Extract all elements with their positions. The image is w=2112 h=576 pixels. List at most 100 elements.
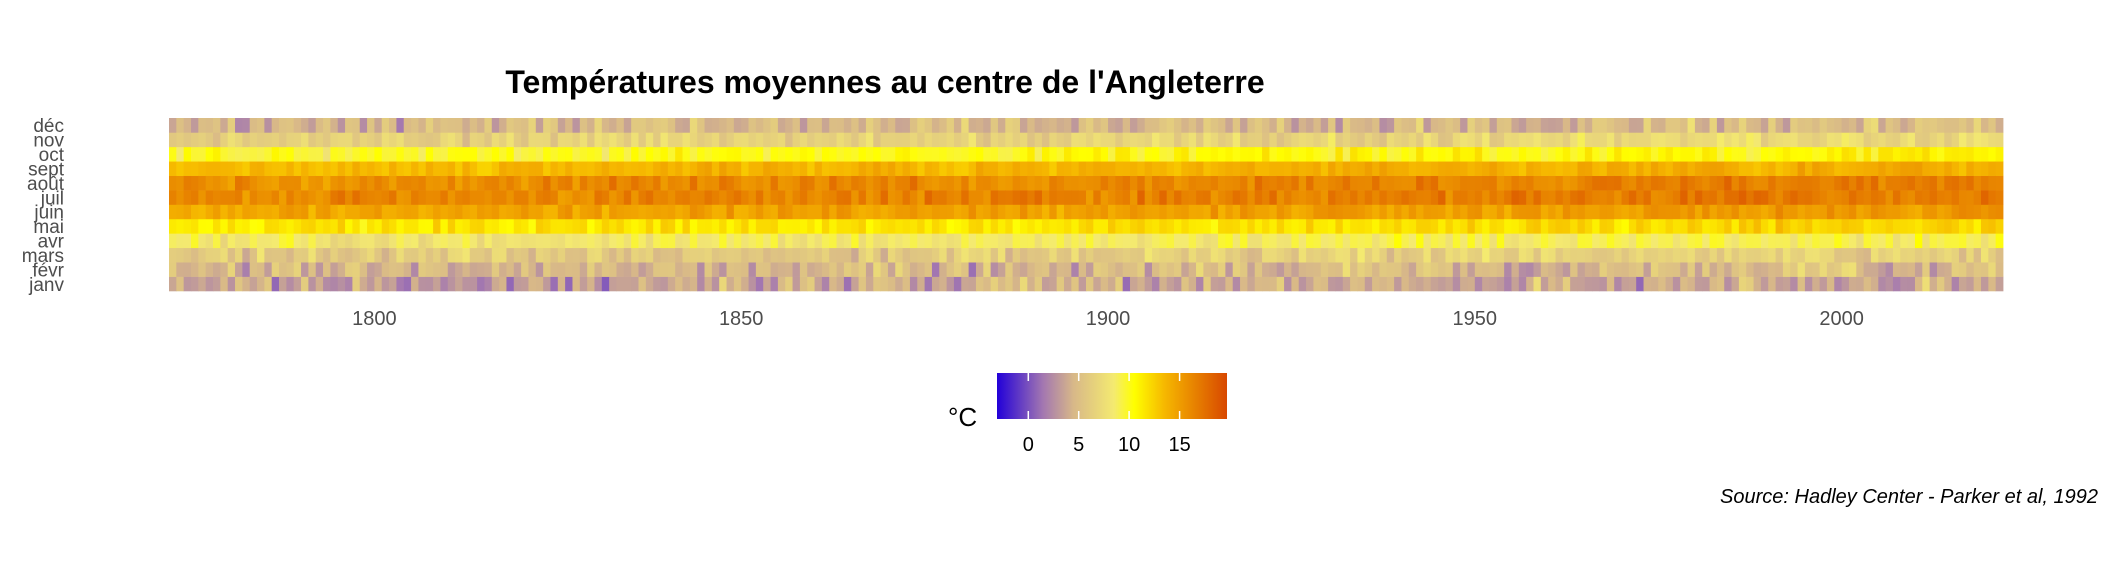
heatmap-cell [1511,247,1520,263]
heatmap-cell [469,132,478,148]
heatmap-cell [1555,204,1564,220]
heatmap-cell [235,247,243,263]
heatmap-cell [763,262,771,277]
heatmap-cell [359,262,368,277]
heatmap-cell [1364,118,1373,133]
heatmap-cell [1526,118,1534,133]
heatmap-cell [242,247,251,263]
heatmap-cell [917,132,926,148]
heatmap-cell [924,276,933,292]
heatmap-cell [851,190,859,205]
heatmap-cell [330,146,339,162]
heatmap-cell [1482,175,1490,191]
heatmap-cell [337,218,346,234]
heatmap-cell [763,276,771,292]
heatmap-cell [931,146,940,162]
heatmap-cell [389,218,397,234]
heatmap-cell [1364,190,1373,205]
heatmap-cell [455,161,463,176]
heatmap-cell [1988,175,1997,191]
heatmap-cell [1694,146,1703,162]
heatmap-cell [271,190,280,205]
heatmap-cell [631,118,639,133]
heatmap-cell [1731,146,1740,162]
heatmap-cell [902,276,911,292]
heatmap-cell [227,175,236,191]
heatmap-cell [579,262,588,277]
heatmap-cell [1599,262,1608,277]
heatmap-cell [249,247,258,263]
heatmap-cell [249,190,258,205]
heatmap-cell [829,146,837,162]
heatmap-cell [1966,262,1975,277]
heatmap-cell [293,218,302,234]
heatmap-cell [176,262,185,277]
heatmap-cell [1320,175,1329,191]
heatmap-cell [1555,276,1564,292]
heatmap-cell [1746,118,1754,133]
heatmap-cell [961,146,970,162]
heatmap-cell [455,190,463,205]
heatmap-cell [1144,204,1153,220]
heatmap-cell [895,118,903,133]
heatmap-cell [1592,175,1600,191]
heatmap-cell [733,118,742,133]
legend-colorbar [997,373,1227,419]
heatmap-cell [1577,262,1586,277]
heatmap-cell [682,146,691,162]
heatmap-cell [1694,118,1703,133]
heatmap-cell [1782,233,1791,249]
heatmap-cell [1687,190,1696,205]
heatmap-cell [1834,132,1843,148]
heatmap-cell [1188,276,1197,292]
heatmap-cell [1152,132,1160,148]
heatmap-cell [1174,276,1182,292]
heatmap-cell [1841,204,1850,220]
heatmap-cell [1892,218,1901,234]
heatmap-cell [535,276,544,292]
heatmap-cell [1086,233,1094,249]
heatmap-cell [1386,161,1395,176]
heatmap-cell [939,204,948,220]
heatmap-cell [1548,132,1556,148]
heatmap-cell [1482,190,1490,205]
heatmap-cell [1291,247,1300,263]
heatmap-cell [1812,276,1820,292]
heatmap-cell [1240,175,1248,191]
heatmap-cell [1166,247,1175,263]
heatmap-cell [748,262,757,277]
heatmap-cell [704,190,713,205]
heatmap-cell [631,175,639,191]
heatmap-cell [814,204,823,220]
heatmap-cell [895,233,903,249]
heatmap-cell [455,218,463,234]
heatmap-cell [836,247,845,263]
heatmap-cell [1313,247,1322,263]
heatmap-cell [1570,190,1578,205]
heatmap-cell [1570,161,1578,176]
heatmap-cell [1210,276,1219,292]
heatmap-cell [381,161,390,176]
heatmap-cell [1709,218,1718,234]
heatmap-cell [1276,175,1285,191]
heatmap-cell [587,262,595,277]
heatmap-cell [521,204,529,220]
heatmap-cell [1063,175,1072,191]
heatmap-cell [293,233,302,249]
heatmap-cell [733,175,742,191]
heatmap-cell [1988,233,1997,249]
heatmap-cell [961,190,970,205]
heatmap-cell [601,233,610,249]
heatmap-cell [1130,204,1138,220]
heatmap-cell [572,190,581,205]
heatmap-cell [1848,161,1857,176]
heatmap-cell [1210,262,1219,277]
heatmap-cell [1210,161,1219,176]
heatmap-cell [1401,233,1410,249]
heatmap-cell [271,276,280,292]
heatmap-cell [374,161,383,176]
heatmap-cell [1144,233,1153,249]
heatmap-cell [909,132,918,148]
heatmap-cell [1335,276,1344,292]
heatmap-cell [425,204,434,220]
